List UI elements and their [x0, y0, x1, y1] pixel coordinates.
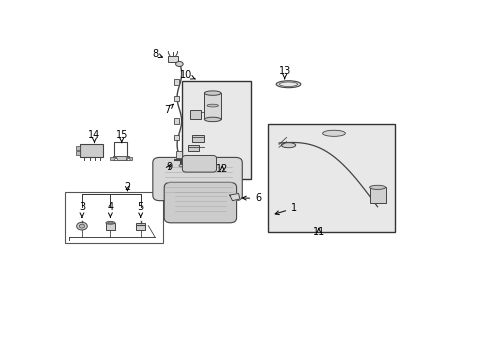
Circle shape — [79, 224, 84, 228]
Text: 12: 12 — [216, 164, 228, 174]
Text: 1: 1 — [275, 203, 297, 215]
Text: 2: 2 — [124, 183, 130, 192]
Bar — [369, 187, 385, 203]
Ellipse shape — [369, 185, 385, 189]
Bar — [189, 110, 200, 118]
Ellipse shape — [279, 82, 297, 86]
Bar — [168, 56, 178, 62]
Bar — [75, 151, 80, 155]
Text: 6: 6 — [242, 193, 261, 203]
Text: 3: 3 — [79, 202, 85, 217]
Ellipse shape — [276, 81, 300, 88]
Bar — [80, 144, 102, 157]
FancyBboxPatch shape — [164, 183, 236, 223]
Bar — [174, 118, 179, 123]
Circle shape — [114, 158, 117, 161]
Ellipse shape — [281, 143, 295, 148]
Text: 10: 10 — [180, 70, 195, 80]
Text: 9: 9 — [166, 162, 172, 172]
Bar — [75, 146, 80, 150]
Bar — [105, 223, 115, 230]
Bar — [174, 96, 179, 102]
Text: 11: 11 — [312, 227, 325, 237]
Bar — [112, 156, 129, 161]
Bar — [191, 135, 203, 141]
Bar — [174, 79, 179, 85]
Bar — [65, 192, 163, 243]
Polygon shape — [229, 193, 240, 201]
Circle shape — [77, 222, 87, 230]
Text: 8: 8 — [152, 49, 162, 59]
Bar — [188, 145, 198, 151]
Bar — [126, 157, 132, 159]
Bar — [175, 151, 182, 158]
Text: 14: 14 — [88, 130, 101, 143]
Ellipse shape — [204, 117, 221, 122]
Text: 4: 4 — [107, 202, 113, 217]
Ellipse shape — [179, 165, 183, 167]
Ellipse shape — [175, 62, 183, 67]
Text: 15: 15 — [115, 130, 128, 143]
FancyBboxPatch shape — [182, 156, 216, 172]
Bar — [182, 81, 250, 179]
Circle shape — [127, 158, 130, 161]
Bar — [174, 135, 179, 140]
Bar — [267, 123, 394, 232]
Ellipse shape — [204, 91, 221, 95]
Text: 13: 13 — [278, 66, 290, 79]
FancyBboxPatch shape — [153, 157, 242, 201]
Text: 5: 5 — [137, 202, 143, 217]
Bar — [136, 223, 145, 230]
Ellipse shape — [206, 104, 218, 107]
Text: 7: 7 — [164, 104, 173, 115]
Ellipse shape — [107, 222, 113, 224]
Ellipse shape — [322, 130, 345, 136]
Bar — [204, 93, 221, 120]
Ellipse shape — [105, 221, 115, 224]
Bar — [110, 157, 116, 159]
